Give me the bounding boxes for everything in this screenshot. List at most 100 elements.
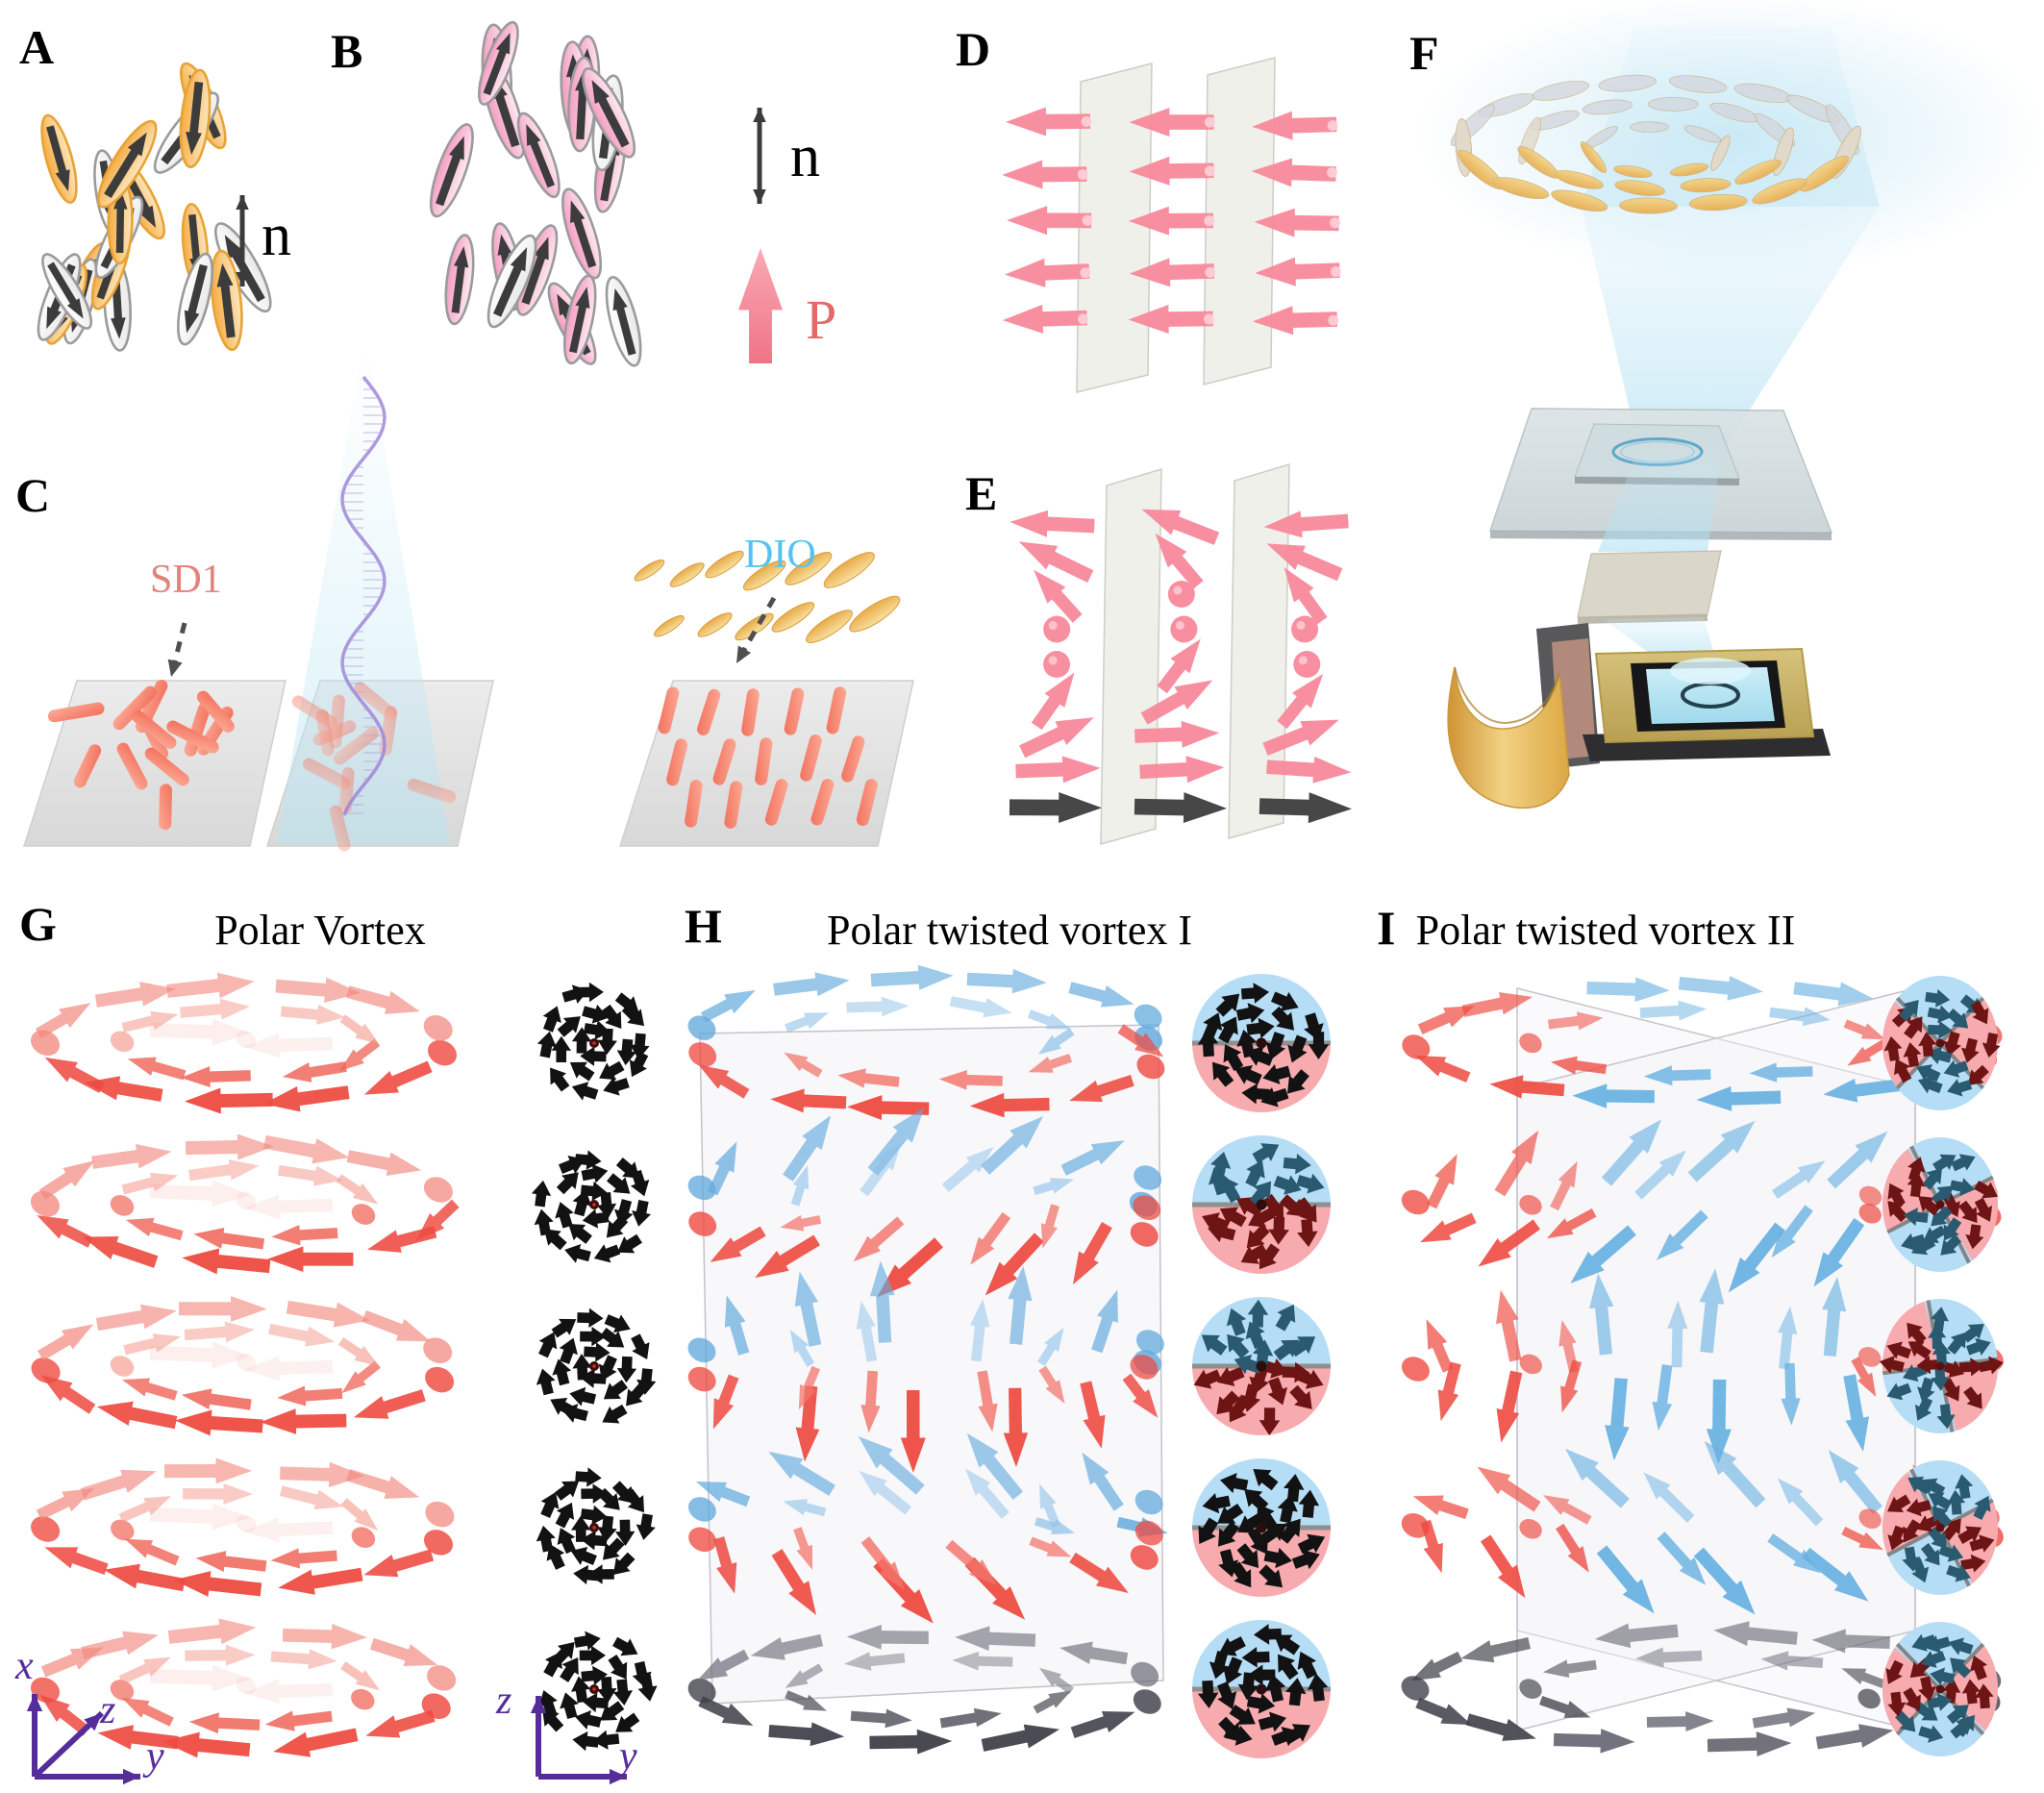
director-disc-icon bbox=[1680, 178, 1732, 193]
arrow-dot-icon bbox=[1401, 1676, 1430, 1701]
inset-arrow-icon bbox=[1215, 993, 1240, 1017]
inset-arrow-icon bbox=[569, 1061, 595, 1082]
arrow-icon bbox=[846, 1095, 930, 1120]
arrow-dot-icon bbox=[688, 1042, 717, 1067]
inset-arrow-icon bbox=[555, 1502, 575, 1529]
arrow-dot-icon bbox=[687, 1678, 716, 1704]
inset-arrow-icon bbox=[1268, 1216, 1289, 1245]
arrow-icon bbox=[1560, 1359, 1583, 1413]
arrow-icon bbox=[193, 1227, 265, 1250]
inset-arrow-icon bbox=[1961, 1037, 1980, 1063]
inset-arrow-icon bbox=[1197, 1029, 1219, 1058]
dio-molecule-icon bbox=[697, 612, 733, 637]
inset-arrow-icon bbox=[551, 1035, 571, 1063]
panel-h-label: H bbox=[685, 899, 722, 953]
inset-arrow-icon bbox=[550, 1397, 576, 1417]
arrow-icon bbox=[36, 1488, 95, 1521]
inset-arrow-icon bbox=[1947, 1332, 1967, 1355]
arrow-icon bbox=[188, 1712, 261, 1734]
inset-arrow-icon bbox=[1931, 1185, 1954, 1206]
sd1-rod-icon bbox=[329, 805, 351, 852]
arrow-dot-icon bbox=[236, 1353, 257, 1372]
arrow-icon bbox=[367, 1226, 437, 1253]
inset-arrow-icon bbox=[1928, 1492, 1953, 1510]
inset-arrow-icon bbox=[1273, 1339, 1300, 1361]
inset-arrow-icon bbox=[587, 1564, 614, 1584]
axis-y-label-left: y bbox=[146, 1734, 164, 1779]
inset-arrow-icon bbox=[1941, 1378, 1960, 1402]
inset-arrow-icon bbox=[1260, 1086, 1289, 1108]
inset-arrow-icon bbox=[1930, 1667, 1956, 1686]
sd1-rod-icon bbox=[741, 688, 760, 736]
arrow-dot-icon bbox=[423, 1530, 454, 1556]
inset-arrow-icon bbox=[1958, 1357, 1984, 1377]
arrow-icon bbox=[1556, 1523, 1589, 1573]
arrow-icon bbox=[783, 1115, 832, 1182]
arrow-icon bbox=[44, 1547, 109, 1575]
arrow-dot-icon bbox=[1043, 615, 1071, 643]
inset-arrow-icon bbox=[1297, 1533, 1326, 1555]
inset-arrow-icon bbox=[574, 1150, 602, 1170]
inset-arrow-icon bbox=[1211, 1061, 1234, 1087]
sd1-rod-icon bbox=[856, 779, 878, 827]
inset-arrow-icon bbox=[1218, 1016, 1238, 1044]
inset-arrow-icon bbox=[1297, 1219, 1318, 1248]
inset-arrow-icon bbox=[1920, 1543, 1940, 1566]
arrow-dot-icon bbox=[425, 1366, 455, 1393]
arrow-icon bbox=[1415, 1697, 1472, 1726]
inset-core-dot-center bbox=[592, 1364, 596, 1368]
arrow-icon bbox=[859, 1470, 912, 1515]
arrow-dot-icon bbox=[1402, 1034, 1431, 1059]
vortex-inset bbox=[536, 1307, 657, 1424]
inset-arrow-icon bbox=[572, 1354, 592, 1381]
arrow-icon bbox=[949, 996, 1012, 1018]
arrow-icon bbox=[118, 1496, 172, 1523]
twist-layer bbox=[687, 1260, 1164, 1473]
arrow-icon bbox=[1847, 1039, 1887, 1066]
arrow-icon bbox=[1828, 1450, 1882, 1514]
dio-molecule-icon bbox=[806, 610, 853, 643]
arrow-icon bbox=[1033, 1690, 1072, 1714]
inset-arrow-icon bbox=[1246, 1017, 1275, 1039]
arrow-icon bbox=[260, 1408, 347, 1434]
arrow-icon bbox=[278, 1567, 363, 1595]
arrow-icon bbox=[1122, 1373, 1159, 1418]
inset-arrow-icon bbox=[1982, 1033, 2001, 1058]
director-disc-icon bbox=[1630, 121, 1669, 133]
arrow-icon bbox=[1781, 1362, 1801, 1426]
inset-arrow-icon bbox=[1918, 1725, 1944, 1743]
arrow-icon bbox=[1251, 158, 1336, 187]
inset-arrow-icon bbox=[1257, 1504, 1278, 1531]
inset-arrow-icon bbox=[1894, 1058, 1912, 1083]
arrow-icon bbox=[985, 1233, 1044, 1296]
arrow-icon bbox=[1037, 1028, 1075, 1055]
arrow-tail-cap bbox=[1327, 120, 1338, 132]
arrow-dot-icon bbox=[1131, 1661, 1159, 1687]
arrow-dot-icon bbox=[688, 1527, 717, 1553]
arrow-dot-icon bbox=[1858, 1203, 1882, 1224]
alignment-plate bbox=[1203, 57, 1276, 386]
inset-arrow-icon bbox=[552, 1358, 572, 1386]
panel-c-fabrication bbox=[22, 332, 914, 852]
arrow-icon bbox=[365, 1709, 436, 1738]
arrow-dot-icon bbox=[110, 1680, 135, 1701]
arrow-icon bbox=[1068, 982, 1134, 1008]
inset-arrow-icon bbox=[1284, 1474, 1305, 1503]
inset-arrow-icon bbox=[1229, 1705, 1256, 1725]
inset-arrow-icon bbox=[1252, 1339, 1274, 1368]
arrow-icon bbox=[1263, 511, 1349, 538]
inset-core-dot bbox=[1256, 1199, 1267, 1210]
arrow-icon bbox=[149, 1341, 250, 1369]
inset-arrow-icon bbox=[1965, 1337, 1991, 1356]
arrow-dot-icon bbox=[110, 1195, 135, 1216]
inset-arrow-icon bbox=[560, 1657, 579, 1682]
arrow-icon bbox=[698, 1696, 754, 1726]
director-disc-icon bbox=[1683, 125, 1722, 143]
arrow-icon bbox=[798, 1365, 821, 1410]
bottom-anchor-arrow-icon bbox=[1134, 792, 1227, 824]
arrow-dot-icon bbox=[1134, 1489, 1163, 1515]
arrow-icon bbox=[1082, 1452, 1124, 1511]
arrow-icon bbox=[1496, 1289, 1522, 1362]
inset-arrow-icon bbox=[582, 1004, 609, 1024]
